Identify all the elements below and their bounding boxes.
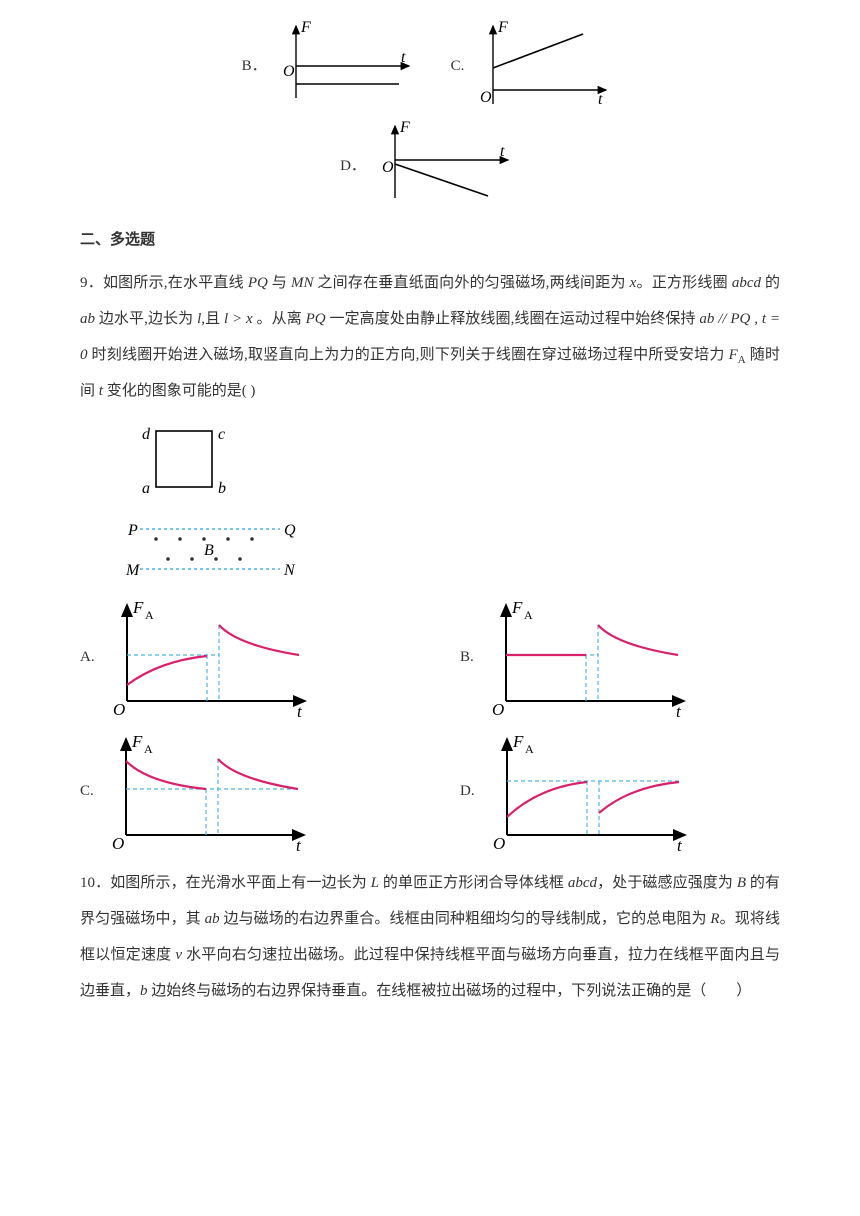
svg-text:O: O	[113, 700, 125, 717]
svg-text:Q: Q	[284, 522, 296, 539]
svg-text:N: N	[283, 562, 296, 579]
svg-text:M: M	[125, 562, 141, 579]
option-D-label: D．	[340, 150, 366, 183]
q9-optC-label: C.	[80, 775, 94, 808]
svg-text:F: F	[132, 598, 144, 617]
top-options-row: B． F t O C. F t O	[80, 20, 780, 112]
svg-text:t: t	[598, 91, 603, 108]
q9-optA-label: A.	[80, 641, 95, 674]
section-2-title: 二、多选题	[80, 224, 780, 257]
q9-option-B: B. F A t O	[460, 597, 780, 717]
svg-text:F: F	[399, 120, 410, 136]
q10-num: 10．	[80, 875, 110, 891]
svg-text:t: t	[500, 143, 505, 160]
graph-B-top: F t O	[271, 20, 421, 112]
option-B-label: B．	[242, 50, 267, 83]
svg-text:F: F	[497, 20, 508, 36]
axis-F: F	[300, 20, 311, 36]
q9-options-grid: A. F A t O B. F	[80, 597, 780, 851]
q9-option-D: D. F A t O	[460, 731, 780, 851]
q9-option-A: A. F A t O	[80, 597, 400, 717]
svg-text:a: a	[142, 480, 150, 497]
graph-D-top: F t O	[370, 120, 520, 212]
svg-text:O: O	[492, 700, 504, 717]
svg-text:A: A	[525, 742, 534, 756]
svg-text:B: B	[204, 542, 214, 559]
svg-text:b: b	[218, 480, 226, 497]
svg-text:F: F	[511, 598, 523, 617]
option-D-top: D． F t O	[340, 120, 520, 212]
option-C-label: C.	[451, 50, 465, 83]
svg-text:F: F	[131, 732, 143, 751]
q9-num: 9．	[80, 275, 103, 291]
svg-text:d: d	[142, 426, 151, 443]
svg-text:P: P	[127, 522, 138, 539]
svg-text:t: t	[676, 702, 682, 717]
svg-text:A: A	[144, 742, 153, 756]
svg-text:A: A	[524, 608, 533, 622]
graph-C-top: F t O	[468, 20, 618, 112]
svg-text:O: O	[480, 89, 492, 106]
q9-optD-label: D.	[460, 775, 475, 808]
top-option-D-row: D． F t O	[80, 120, 780, 212]
svg-text:t: t	[296, 836, 302, 851]
q9-diagram: d c a b P Q M N B	[120, 423, 780, 583]
svg-text:F: F	[512, 732, 524, 751]
svg-text:A: A	[145, 608, 154, 622]
axis-t: t	[401, 49, 406, 66]
svg-text:t: t	[677, 836, 683, 851]
origin-O: O	[283, 63, 295, 80]
svg-text:O: O	[112, 834, 124, 851]
q9-optB-label: B.	[460, 641, 474, 674]
question-10-text: 10．如图所示，在光滑水平面上有一边长为 L 的单匝正方形闭合导体线框 abcd…	[80, 865, 780, 1009]
svg-text:O: O	[493, 834, 505, 851]
svg-text:t: t	[297, 702, 303, 717]
q9-option-C: C. F A t O	[80, 731, 400, 851]
svg-text:c: c	[218, 426, 225, 443]
option-B-top: B． F t O	[242, 20, 421, 112]
svg-text:O: O	[382, 159, 394, 176]
option-C-top: C. F t O	[451, 20, 619, 112]
question-9-text: 9．如图所示,在水平直线 PQ 与 MN 之间存在垂直纸面向外的匀强磁场,两线间…	[80, 265, 780, 409]
